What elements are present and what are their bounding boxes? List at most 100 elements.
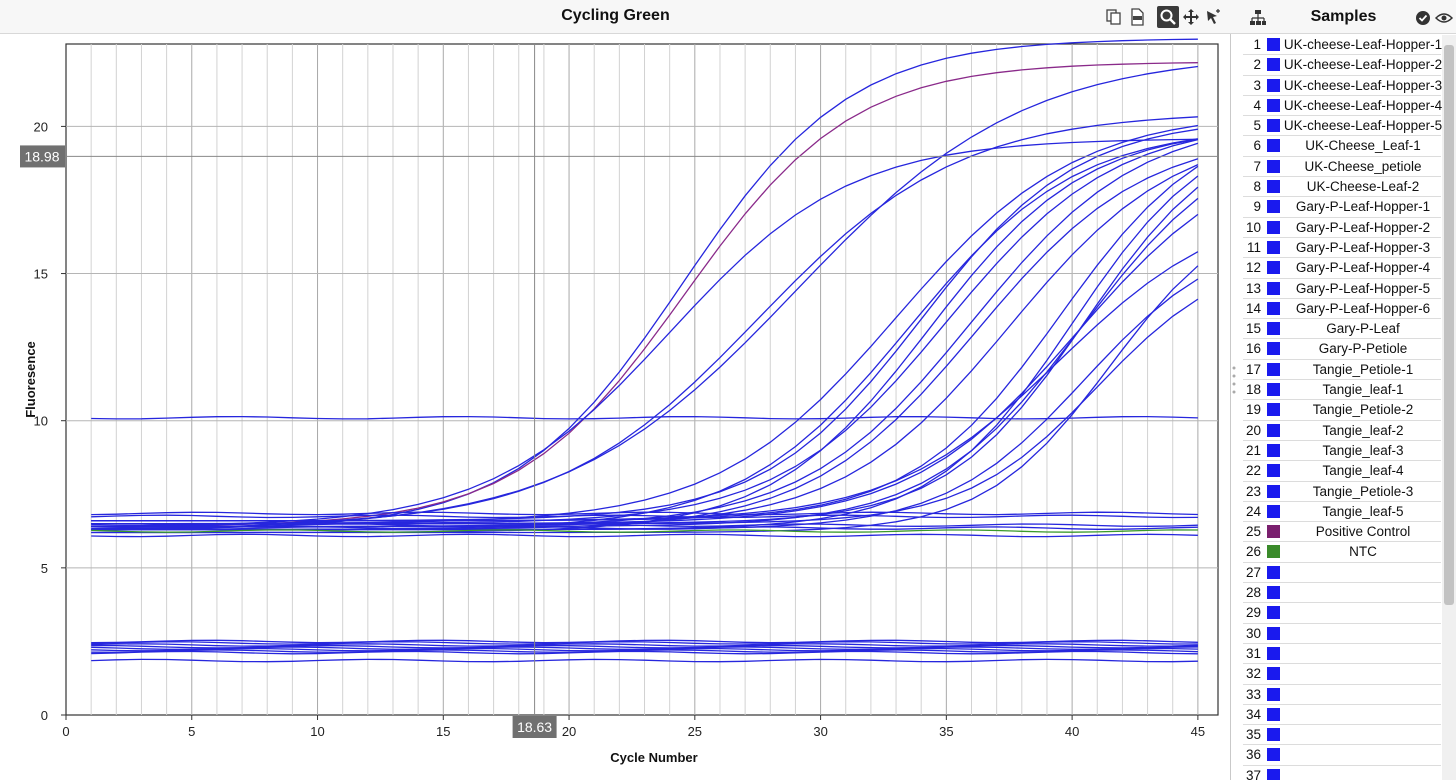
sample-color-swatch[interactable] [1267, 342, 1280, 356]
sample-row[interactable]: 10 Gary-P-Leaf-Hopper-2 [1243, 218, 1441, 238]
sample-row[interactable]: 9 Gary-P-Leaf-Hopper-1 [1243, 197, 1441, 218]
sample-color-swatch[interactable] [1267, 180, 1280, 194]
sample-row[interactable]: 11 Gary-P-Leaf-Hopper-3 [1243, 238, 1441, 259]
sample-color-swatch[interactable] [1267, 58, 1280, 72]
amplification-plot[interactable]: 0 5 10 15 20 25 30 35 40 45 0 5 10 15 20 Cycle Number Fl… [0, 34, 1231, 780]
sample-color-swatch[interactable] [1267, 200, 1280, 214]
sample-row[interactable]: 22 Tangie_leaf-4 [1243, 461, 1441, 482]
sample-row[interactable]: 28 [1243, 583, 1441, 604]
sample-color-swatch[interactable] [1267, 322, 1280, 336]
sample-row[interactable]: 36 [1243, 745, 1441, 766]
sample-color-swatch[interactable] [1267, 443, 1280, 457]
sample-row[interactable]: 31 [1243, 644, 1441, 665]
sample-row[interactable]: 7 UK-Cheese_petiole [1243, 157, 1441, 178]
amplification-curve[interactable] [91, 650, 1198, 655]
sample-row[interactable]: 15 Gary-P-Leaf [1243, 319, 1441, 340]
amplification-curve[interactable] [91, 641, 1198, 645]
sample-color-swatch[interactable] [1267, 525, 1280, 539]
sample-row[interactable]: 12 Gary-P-Leaf-Hopper-4 [1243, 258, 1441, 279]
sample-color-swatch[interactable] [1267, 403, 1280, 417]
sample-color-swatch[interactable] [1267, 667, 1280, 681]
sample-color-swatch[interactable] [1267, 748, 1280, 762]
amplification-curve[interactable] [91, 511, 1198, 516]
sample-row[interactable]: 21 Tangie_leaf-3 [1243, 441, 1441, 462]
amplification-curve[interactable] [91, 533, 1198, 538]
sample-row[interactable]: 23 Tangie_Petiole-3 [1243, 482, 1441, 502]
sample-color-swatch[interactable] [1267, 281, 1280, 295]
amplification-curve[interactable] [91, 514, 1198, 519]
sample-row[interactable]: 2 UK-cheese-Leaf-Hopper-2 [1243, 55, 1442, 76]
amplification-curve[interactable] [91, 298, 1199, 525]
sample-color-swatch[interactable] [1267, 626, 1280, 640]
sample-row[interactable]: 37 [1243, 766, 1441, 780]
amplification-curve[interactable] [91, 526, 1198, 530]
sample-row[interactable]: 5 UK-cheese-Leaf-Hopper-5 [1243, 116, 1442, 137]
panel-splitter-handle[interactable] [1231, 360, 1237, 400]
sample-row[interactable]: 6 UK-Cheese_Leaf-1 [1243, 136, 1441, 157]
sample-row[interactable]: 17 Tangie_Petiole-1 [1243, 360, 1441, 381]
sample-row[interactable]: 1 UK-cheese-Leaf-Hopper-1 [1243, 35, 1442, 56]
sample-row[interactable]: 32 [1243, 664, 1441, 685]
sample-color-swatch[interactable] [1267, 139, 1280, 153]
sample-row[interactable]: 35 [1243, 725, 1441, 746]
sample-color-swatch[interactable] [1267, 606, 1280, 620]
sample-color-swatch[interactable] [1267, 768, 1280, 780]
sample-row[interactable]: 18 Tangie_leaf-1 [1243, 380, 1441, 401]
amplification-curve[interactable] [91, 649, 1198, 653]
sample-row[interactable]: 27 [1243, 563, 1441, 584]
sample-row[interactable]: 25 Positive Control [1243, 522, 1441, 543]
sample-color-swatch[interactable] [1267, 504, 1280, 518]
amplification-curve[interactable] [91, 529, 1198, 533]
check-circle-icon[interactable] [1412, 7, 1434, 29]
sample-color-swatch[interactable] [1267, 545, 1280, 559]
sample-color-swatch[interactable] [1267, 119, 1280, 133]
amplification-curve[interactable] [91, 251, 1199, 522]
sample-color-swatch[interactable] [1267, 240, 1280, 254]
export-csv-icon[interactable] [1126, 6, 1148, 28]
sample-color-swatch[interactable] [1267, 301, 1280, 315]
sample-color-swatch[interactable] [1267, 78, 1280, 92]
sample-color-swatch[interactable] [1267, 383, 1280, 397]
sample-color-swatch[interactable] [1267, 220, 1280, 234]
amplification-curve[interactable] [91, 523, 1198, 528]
amplification-curve[interactable] [91, 643, 1198, 647]
sample-row[interactable]: 16 Gary-P-Petiole [1243, 339, 1441, 360]
amplification-curve[interactable] [91, 138, 1198, 527]
sample-color-swatch[interactable] [1267, 98, 1280, 112]
sample-color-swatch[interactable] [1267, 728, 1280, 742]
sample-row[interactable]: 26 NTC [1243, 542, 1441, 563]
sample-color-swatch[interactable] [1267, 464, 1280, 478]
tree-icon[interactable] [1247, 7, 1269, 29]
sample-color-swatch[interactable] [1267, 646, 1280, 660]
sample-row[interactable]: 33 [1243, 685, 1441, 705]
sample-color-swatch[interactable] [1267, 586, 1280, 600]
zoom-icon[interactable] [1157, 6, 1179, 28]
sample-row[interactable]: 29 [1243, 603, 1441, 624]
scrollbar-thumb[interactable] [1444, 45, 1454, 605]
sample-row[interactable]: 24 Tangie_leaf-5 [1243, 502, 1441, 523]
amplification-curve[interactable] [91, 658, 1198, 663]
amplification-curve[interactable] [91, 415, 1198, 420]
sample-color-swatch[interactable] [1267, 707, 1280, 721]
pan-icon[interactable] [1180, 6, 1202, 28]
sample-row[interactable]: 4 UK-cheese-Leaf-Hopper-4 [1243, 96, 1442, 117]
eye-icon[interactable] [1433, 7, 1455, 29]
select-pointer-icon[interactable] [1202, 6, 1224, 28]
sample-row[interactable]: 20 Tangie_leaf-2 [1243, 421, 1441, 441]
sample-row[interactable]: 13 Gary-P-Leaf-Hopper-5 [1243, 279, 1441, 299]
sample-color-swatch[interactable] [1267, 38, 1280, 51]
sample-row[interactable]: 3 UK-cheese-Leaf-Hopper-3 [1243, 76, 1442, 96]
sample-color-swatch[interactable] [1267, 484, 1280, 498]
copy-icon[interactable] [1103, 6, 1125, 28]
sample-color-swatch[interactable] [1267, 687, 1280, 701]
sample-color-swatch[interactable] [1267, 159, 1280, 173]
sample-row[interactable]: 8 UK-Cheese-Leaf-2 [1243, 177, 1441, 198]
sample-color-swatch[interactable] [1267, 423, 1280, 437]
sample-row[interactable]: 14 Gary-P-Leaf-Hopper-6 [1243, 299, 1441, 320]
sample-color-swatch[interactable] [1267, 261, 1280, 275]
scrollbar[interactable] [1442, 35, 1456, 780]
amplification-curve[interactable] [91, 65, 1198, 530]
sample-color-swatch[interactable] [1267, 362, 1280, 376]
sample-row[interactable]: 30 [1243, 624, 1441, 644]
sample-row[interactable]: 19 Tangie_Petiole-2 [1243, 400, 1441, 421]
